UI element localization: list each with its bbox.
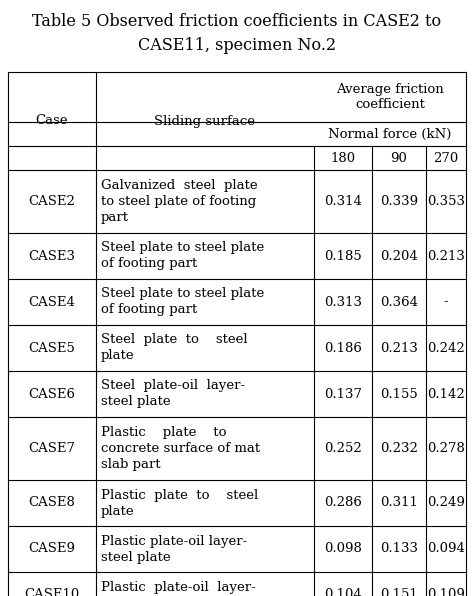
- Text: 0.213: 0.213: [427, 250, 465, 262]
- Text: 0.213: 0.213: [380, 342, 418, 355]
- Text: Plastic plate-oil layer-
steel plate: Plastic plate-oil layer- steel plate: [101, 535, 247, 563]
- Text: 0.242: 0.242: [427, 342, 465, 355]
- Text: 0.232: 0.232: [380, 442, 418, 455]
- Text: CASE5: CASE5: [28, 342, 75, 355]
- Text: 0.142: 0.142: [427, 387, 465, 401]
- Text: 0.249: 0.249: [427, 496, 465, 510]
- Text: CASE6: CASE6: [28, 387, 75, 401]
- Text: 0.364: 0.364: [380, 296, 418, 309]
- Text: 0.204: 0.204: [380, 250, 418, 262]
- Text: 0.104: 0.104: [324, 588, 362, 596]
- Text: 0.098: 0.098: [324, 542, 362, 555]
- Text: 0.252: 0.252: [324, 442, 362, 455]
- Text: CASE3: CASE3: [28, 250, 75, 262]
- Text: Plastic    plate    to
concrete surface of mat
slab part: Plastic plate to concrete surface of mat…: [101, 426, 260, 471]
- Text: 0.133: 0.133: [380, 542, 418, 555]
- Text: 0.185: 0.185: [324, 250, 362, 262]
- Text: Table 5 Observed friction coefficients in CASE2 to: Table 5 Observed friction coefficients i…: [32, 14, 442, 30]
- Text: Steel  plate  to    steel
plate: Steel plate to steel plate: [101, 334, 247, 362]
- Text: CASE4: CASE4: [28, 296, 75, 309]
- Text: 90: 90: [391, 151, 408, 164]
- Text: 180: 180: [330, 151, 356, 164]
- Text: CASE9: CASE9: [28, 542, 75, 555]
- Text: 0.151: 0.151: [380, 588, 418, 596]
- Text: 0.094: 0.094: [427, 542, 465, 555]
- Text: Steel  plate-oil  layer-
steel plate: Steel plate-oil layer- steel plate: [101, 380, 245, 408]
- Text: Steel plate to steel plate
of footing part: Steel plate to steel plate of footing pa…: [101, 241, 264, 271]
- Text: 0.311: 0.311: [380, 496, 418, 510]
- Text: Average friction
coefficient: Average friction coefficient: [336, 82, 444, 111]
- Text: 270: 270: [433, 151, 459, 164]
- Text: Plastic  plate-oil  layer-
plastic plate: Plastic plate-oil layer- plastic plate: [101, 581, 256, 596]
- Text: CASE11, specimen No.2: CASE11, specimen No.2: [138, 38, 336, 54]
- Text: 0.314: 0.314: [324, 195, 362, 208]
- Text: 0.155: 0.155: [380, 387, 418, 401]
- Text: 0.109: 0.109: [427, 588, 465, 596]
- Text: Galvanized  steel  plate
to steel plate of footing
part: Galvanized steel plate to steel plate of…: [101, 179, 258, 224]
- Text: Case: Case: [36, 114, 68, 128]
- Text: CASE7: CASE7: [28, 442, 75, 455]
- Text: CASE10: CASE10: [24, 588, 80, 596]
- Text: CASE2: CASE2: [28, 195, 75, 208]
- Text: Sliding surface: Sliding surface: [155, 114, 255, 128]
- Text: CASE8: CASE8: [28, 496, 75, 510]
- Text: Normal force (kN): Normal force (kN): [328, 128, 452, 141]
- Text: 0.286: 0.286: [324, 496, 362, 510]
- Text: 0.353: 0.353: [427, 195, 465, 208]
- Text: -: -: [444, 296, 448, 309]
- Text: 0.137: 0.137: [324, 387, 362, 401]
- Text: 0.278: 0.278: [427, 442, 465, 455]
- Text: 0.313: 0.313: [324, 296, 362, 309]
- Text: 0.339: 0.339: [380, 195, 418, 208]
- Text: Plastic  plate  to    steel
plate: Plastic plate to steel plate: [101, 489, 258, 517]
- Text: 0.186: 0.186: [324, 342, 362, 355]
- Text: Steel plate to steel plate
of footing part: Steel plate to steel plate of footing pa…: [101, 287, 264, 316]
